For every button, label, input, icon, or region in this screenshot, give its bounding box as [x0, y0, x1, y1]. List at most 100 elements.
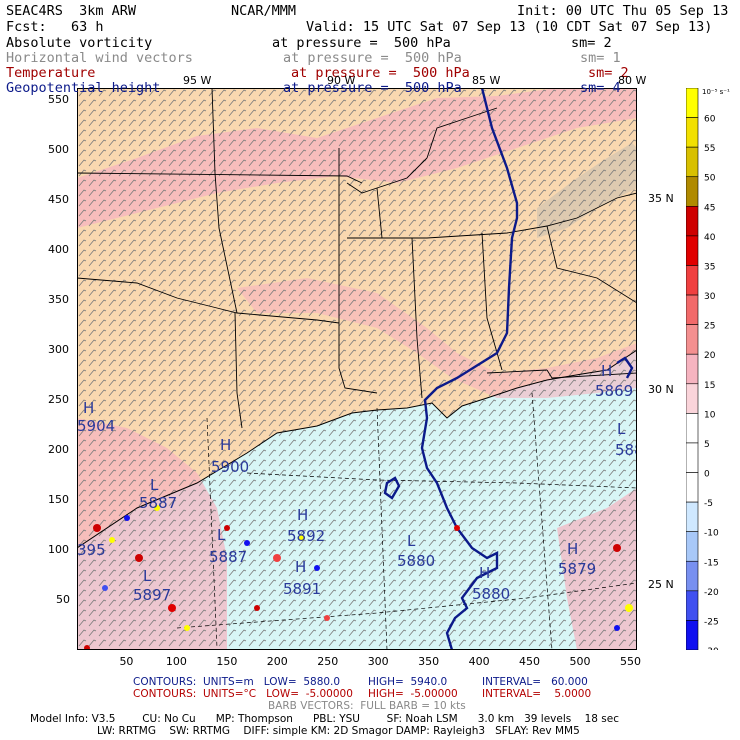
field-smooth-temperature: sm= 2: [588, 65, 629, 81]
y-tick-label: 450: [48, 193, 69, 206]
hl-value: 5897: [133, 586, 171, 604]
forecast-hour: Fcst: 63 h: [6, 19, 104, 35]
y-tick-label: 350: [48, 293, 69, 306]
lon-label-80w: 80 W: [618, 74, 647, 87]
colorbar-unit: 10⁻⁵ s⁻¹: [702, 88, 730, 96]
colorbar-swatch: [686, 413, 699, 444]
contour-height-interval: INTERVAL= 60.000: [482, 676, 588, 688]
x-tick-label: 450: [519, 655, 541, 668]
model-info: Model Info: V3.5 CU: No Cu MP: Thompson …: [30, 713, 619, 725]
contour-temp-info: CONTOURS: UNITS=°C LOW= -5.00000: [133, 688, 353, 700]
colorbar-swatch: [686, 206, 699, 237]
hl-value: 5880: [472, 585, 510, 603]
hl-mark: L: [217, 526, 226, 544]
colorbar-swatch: [686, 176, 699, 207]
colorbar-label: 10: [704, 410, 716, 420]
colorbar-swatch: [686, 560, 699, 592]
colorbar-swatch: [686, 620, 699, 650]
vorticity-colorbar: 605550454035302520151050-5-10-15-20-25-3…: [686, 88, 730, 650]
colorbar-swatch: [686, 590, 699, 621]
physics-info: LW: RRTMG SW: RRTMG DIFF: simple KM: 2D …: [97, 725, 580, 737]
valid-time: Valid: 15 UTC Sat 07 Sep 13 (10 CDT Sat …: [306, 19, 713, 35]
x-tick-label: 550: [619, 655, 641, 668]
hl-value: 5869: [595, 382, 633, 400]
colorbar-swatch: [686, 294, 699, 325]
hl-value: 395: [77, 541, 106, 559]
height-contour-east: [616, 356, 634, 379]
field-smooth-geopotential: sm= 4: [580, 80, 621, 96]
contour-temp-high: HIGH= -5.00000: [368, 688, 458, 700]
colorbar-label: 40: [704, 233, 716, 243]
y-tick-label: 50: [56, 593, 70, 606]
colorbar-swatch: [686, 117, 699, 148]
colorbar-label: -30: [704, 647, 719, 650]
field-name-geopotential: Geopotential height: [6, 80, 161, 96]
colorbar-label: 25: [704, 322, 715, 332]
hl-mark: L: [617, 420, 626, 438]
lon-label-85w: 85 W: [472, 74, 501, 87]
colorbar-label: 50: [704, 174, 716, 184]
field-level-geopotential: at pressure = 500 hPa: [283, 80, 462, 96]
hl-value: 5879: [558, 560, 596, 578]
hl-value: 588: [615, 441, 637, 459]
hl-value: 5887: [139, 494, 177, 512]
hl-mark: L: [143, 567, 152, 585]
y-tick-label: 150: [48, 493, 69, 506]
wind-barbs: [77, 88, 637, 650]
y-tick-label: 250: [48, 393, 69, 406]
latlon-grid: [176, 392, 637, 650]
y-tick-label: 500: [48, 143, 69, 156]
colorbar-swatch: [686, 501, 699, 532]
hl-mark: H: [479, 564, 490, 582]
lon-label-95w: 95 W: [183, 74, 212, 87]
x-tick-label: 300: [367, 655, 389, 668]
colorbar-label: -25: [704, 617, 719, 627]
field-level-wind: at pressure = 500 hPa: [283, 50, 462, 66]
init-time: Init: 00 UTC Thu 05 Sep 13: [517, 3, 729, 19]
colorbar-label: 35: [704, 262, 715, 272]
hl-value: 5904: [77, 417, 115, 435]
state-borders: [77, 88, 637, 429]
contour-height-info: CONTOURS: UNITS=m LOW= 5880.0: [133, 676, 341, 688]
colorbar-label: -20: [704, 588, 719, 598]
colorbar-swatch: [686, 353, 699, 385]
colorbar-swatch: [686, 383, 699, 414]
colorbar-label: 60: [704, 115, 716, 125]
lat-label-30n: 30 N: [648, 383, 674, 396]
field-level-temperature: at pressure = 500 hPa: [291, 65, 470, 81]
hl-mark: H: [601, 362, 612, 380]
colorbar-swatch: [686, 146, 699, 178]
hl-mark: H: [83, 399, 94, 417]
colorbar-swatch: [686, 531, 699, 562]
y-tick-label: 400: [48, 243, 69, 256]
model-title: SEAC4RS 3km ARW: [6, 3, 137, 19]
x-tick-label: 350: [418, 655, 440, 668]
lon-label-90w: 90 W: [327, 74, 356, 87]
colorbar-label: -15: [704, 558, 719, 568]
contour-temp-interval: INTERVAL= 5.0000: [482, 688, 592, 700]
colorbar-swatch: [686, 472, 699, 503]
colorbar-swatch: [686, 442, 699, 473]
y-tick-label: 200: [48, 443, 69, 456]
lat-label-35n: 35 N: [648, 192, 674, 205]
colorbar-swatch: [686, 324, 699, 355]
contour-height-high: HIGH= 5940.0: [368, 676, 448, 688]
colorbar-label: -10: [704, 529, 719, 539]
x-tick-label: 150: [216, 655, 238, 668]
coastline: [77, 349, 637, 549]
colorbar-swatch: [686, 88, 699, 118]
field-level-vorticity: at pressure = 500 hPa: [272, 35, 451, 51]
org-label: NCAR/MMM: [231, 3, 297, 19]
field-name-vorticity: Absolute vorticity: [6, 35, 153, 51]
height-contour-loop: [383, 476, 401, 500]
field-smooth-wind: sm= 1: [580, 50, 621, 66]
field-name-temperature: Temperature: [6, 65, 96, 81]
colorbar-label: -5: [704, 499, 713, 509]
forecast-map: H 5904 H 5900 L 5887 H 5892 L 5887 L 588…: [77, 88, 637, 650]
y-tick-label: 300: [48, 343, 69, 356]
y-tick-label: 100: [48, 543, 69, 556]
colorbar-label: 20: [704, 351, 716, 361]
colorbar-label: 30: [704, 292, 716, 302]
hl-mark: H: [297, 506, 308, 524]
colorbar-label: 0: [704, 470, 710, 480]
